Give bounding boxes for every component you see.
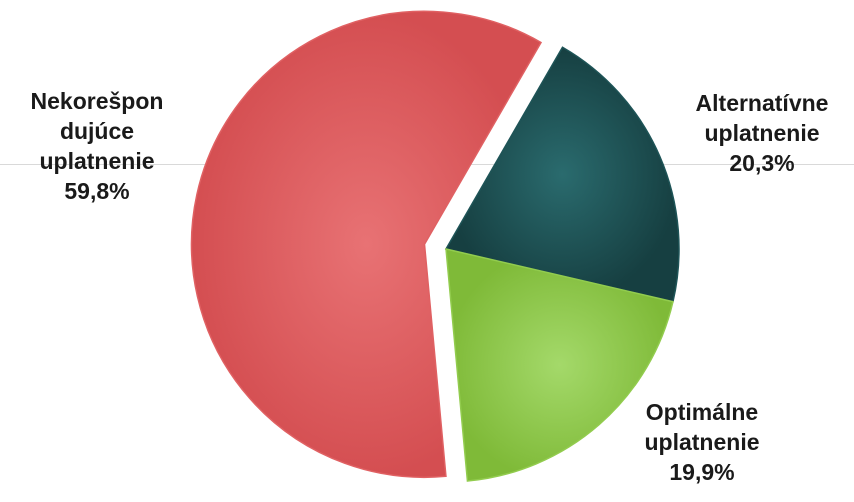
label-nekorespondujuce-line3: uplatnenie [39, 148, 155, 174]
label-alternativne: Alternatívne uplatnenie 20,3% [672, 88, 852, 178]
label-optimalne-line2: uplatnenie [644, 429, 760, 455]
pie-slice-2 [445, 248, 674, 482]
label-nekorespondujuce: Nekorešpon dujúce uplatnenie 59,8% [12, 86, 182, 206]
label-nekorespondujuce-line1: Nekorešpon [30, 88, 164, 114]
label-optimalne-line1: Optimálne [645, 399, 759, 425]
label-alternativne-line1: Alternatívne [695, 90, 829, 116]
label-nekorespondujuce-value: 59,8% [64, 178, 130, 204]
label-optimalne: Optimálne uplatnenie 19,9% [612, 397, 792, 487]
label-optimalne-value: 19,9% [669, 459, 735, 485]
label-nekorespondujuce-line2: dujúce [59, 118, 135, 144]
label-alternativne-value: 20,3% [729, 150, 795, 176]
pie-slice-1 [444, 46, 680, 303]
label-alternativne-line2: uplatnenie [704, 120, 820, 146]
pie-slice-3 [190, 10, 543, 479]
